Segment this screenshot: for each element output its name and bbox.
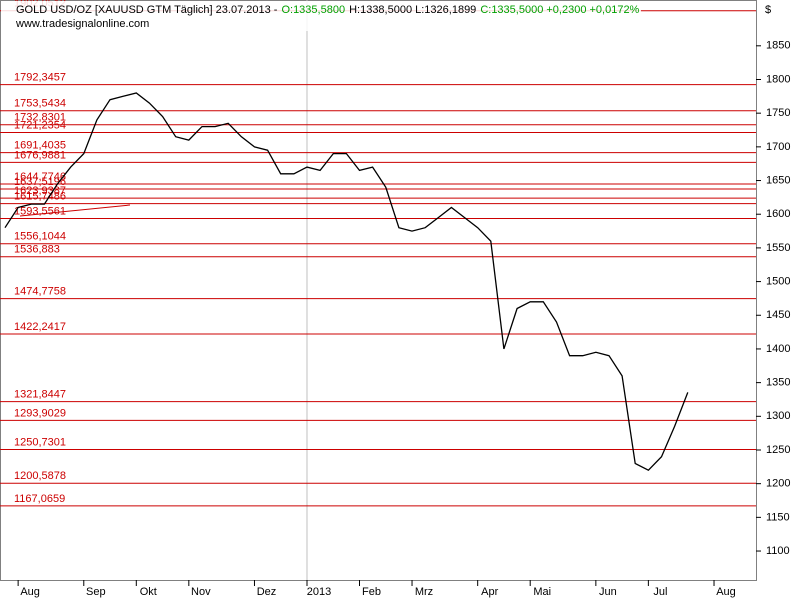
level-label: 1556,1044	[14, 231, 66, 243]
x-tick-label: Sep	[86, 586, 106, 598]
level-label: 1200,5878	[14, 470, 66, 482]
level-label: 1676,9881	[14, 149, 66, 161]
chart-title: GOLD USD/OZ [XAUUSD GTM Täglich] 23.07.2…	[16, 4, 640, 16]
level-label: 1792,3457	[14, 72, 66, 84]
y-tick-label: 1400	[766, 343, 790, 355]
y-tick-label: 1550	[766, 242, 790, 254]
level-label: 1422,2417	[14, 321, 66, 333]
x-tick-label: Okt	[140, 586, 157, 598]
currency-label: $	[765, 4, 771, 16]
title-part: H:1338,5000 L:1326,1899	[349, 4, 476, 16]
level-label: 1321,8447	[14, 388, 66, 400]
level-label: 1732,8301	[14, 112, 66, 124]
y-tick-label: 1850	[766, 40, 790, 52]
x-tick-label: Nov	[191, 586, 211, 598]
y-tick-label: 1650	[766, 174, 790, 186]
y-tick-label: 1250	[766, 444, 790, 456]
y-tick-label: 1150	[766, 511, 790, 523]
x-tick-label: Dez	[257, 586, 277, 598]
level-label: 1623,9387	[14, 185, 66, 197]
y-tick-label: 1450	[766, 309, 790, 321]
y-tick-label: 1800	[766, 73, 790, 85]
level-label: 1721,2354	[14, 119, 66, 131]
level-label: 1753,5434	[14, 98, 66, 110]
header-bg	[1, 1, 641, 31]
level-label: 1615,7486	[14, 191, 66, 203]
level-label: 1167,0659	[14, 493, 65, 505]
x-tick-label: Aug	[716, 586, 736, 598]
x-tick-label: Mrz	[415, 586, 433, 598]
y-tick-label: 1350	[766, 377, 790, 389]
title-part: GOLD USD/OZ [XAUUSD GTM Täglich] 23.07.2…	[16, 4, 278, 16]
title-part: O:1335,5800	[281, 4, 345, 16]
y-tick-label: 1100	[766, 545, 790, 557]
y-tick-label: 1700	[766, 141, 790, 153]
level-label: 1691,4035	[14, 140, 66, 152]
level-label: 1593,5561	[14, 205, 66, 217]
level-label: 1250,7301	[14, 436, 66, 448]
y-tick-label: 1200	[766, 478, 790, 490]
level-label: 1637,5196	[14, 176, 66, 188]
y-tick-label: 1500	[766, 275, 790, 287]
plot-frame	[0, 0, 757, 581]
level-label: 1644,7746	[14, 171, 66, 183]
y-tick-label: 1300	[766, 410, 790, 422]
x-tick-label: Feb	[362, 586, 381, 598]
title-part: C:1335,5000 +0,2300 +0,0172%	[480, 4, 639, 16]
level-label: 1474,7758	[14, 285, 66, 297]
x-tick-label: Jun	[599, 586, 617, 598]
x-tick-label: Aug	[20, 586, 40, 598]
x-tick-label: Mai	[533, 586, 551, 598]
price-line	[4, 92, 689, 471]
x-tick-label: 2013	[307, 586, 331, 598]
trend-line	[19, 204, 131, 217]
x-tick-label: Jul	[653, 586, 667, 598]
level-label: 1536,883	[14, 244, 60, 256]
source-label: www.tradesignalonline.com	[15, 18, 149, 30]
y-tick-label: 1750	[766, 107, 790, 119]
level-label: 1293,9029	[14, 407, 66, 419]
x-tick-label: Apr	[481, 586, 498, 598]
y-tick-label: 1600	[766, 208, 790, 220]
